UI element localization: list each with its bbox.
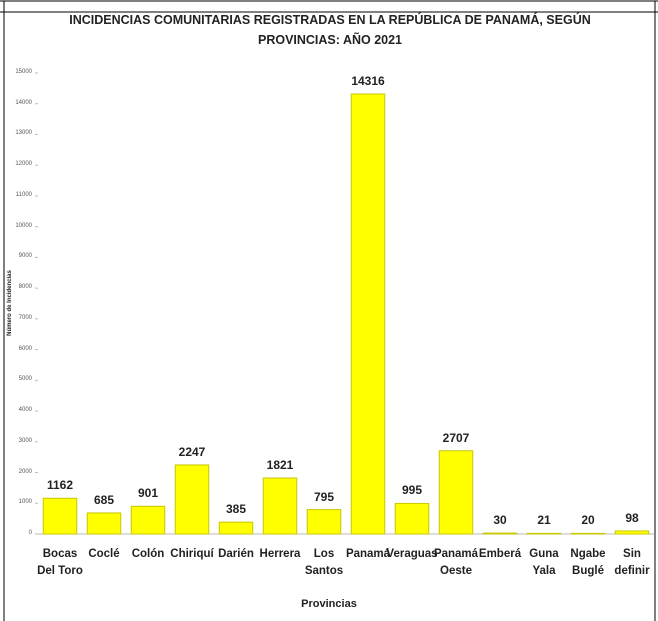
y-tick-label: 7000	[18, 314, 32, 321]
data-label: 21	[537, 513, 551, 528]
x-tick-label: Bocas Del Toro	[37, 548, 83, 577]
data-label: 795	[313, 489, 335, 504]
bar	[130, 505, 166, 535]
bar	[350, 93, 386, 535]
data-label: 685	[93, 492, 115, 507]
y-tick-label: 14000	[15, 99, 32, 106]
bar	[42, 497, 78, 535]
bar	[262, 477, 298, 535]
x-tick-label: Emberá	[478, 548, 522, 560]
bar	[438, 450, 474, 535]
data-label: 995	[401, 483, 423, 498]
x-tick-label: Darién	[218, 548, 254, 560]
y-tick-label: 2000	[18, 468, 32, 475]
y-tick-label: 0	[28, 530, 32, 536]
x-tick-label: Colón	[131, 548, 165, 560]
x-tick-label: Panamá	[345, 548, 391, 560]
y-tick-label: 5000	[18, 376, 32, 383]
y-tick-label: 15000	[15, 69, 32, 75]
bar	[218, 521, 254, 535]
bar	[86, 512, 122, 535]
chart-title: INCIDENCIAS COMUNITARIAS REGISTRADAS EN …	[69, 13, 591, 47]
data-label: 20	[581, 513, 595, 528]
x-tick-label: Sin definir	[614, 548, 650, 577]
bar	[306, 509, 342, 535]
data-label: 14316	[351, 74, 385, 89]
y-tick-label: 6000	[18, 345, 32, 352]
y-tick-label: 12000	[15, 161, 32, 168]
y-tick-label: 1000	[18, 499, 32, 506]
y-tick-label: 9000	[18, 253, 32, 260]
x-tick-label: Chiriquí	[170, 548, 214, 560]
bar	[482, 532, 518, 535]
data-label: 2707	[442, 430, 470, 445]
bar	[174, 464, 210, 535]
bar	[394, 502, 430, 535]
y-tick-label: 8000	[18, 284, 32, 291]
x-tick-label: Guna Yala	[529, 548, 559, 577]
data-label: 1162	[46, 478, 74, 493]
bar	[570, 532, 606, 535]
x-tick-label: Ngabe Buglé	[570, 548, 606, 577]
bar	[526, 532, 562, 535]
data-label: 98	[625, 510, 639, 525]
x-axis-label: Provincias	[301, 598, 357, 610]
y-tick-label: 4000	[18, 407, 32, 414]
data-label: 901	[137, 486, 159, 501]
y-tick-label: 10000	[15, 222, 32, 229]
y-tick-label: 11000	[15, 191, 32, 198]
data-label: 1821	[266, 458, 294, 473]
x-tick-label: Veraguas	[386, 548, 438, 560]
data-label: 30	[493, 513, 507, 528]
data-label: 2247	[178, 444, 206, 459]
data-label: 385	[225, 502, 247, 517]
bar	[614, 530, 650, 535]
x-tick-label: Los Santos	[304, 548, 344, 577]
x-tick-label: Coclé	[88, 548, 120, 560]
x-tick-label: Panamá Oeste	[433, 548, 479, 577]
y-tick-label: 13000	[15, 130, 32, 137]
x-tick-label: Herrera	[259, 548, 301, 560]
y-tick-label: 3000	[18, 437, 32, 444]
